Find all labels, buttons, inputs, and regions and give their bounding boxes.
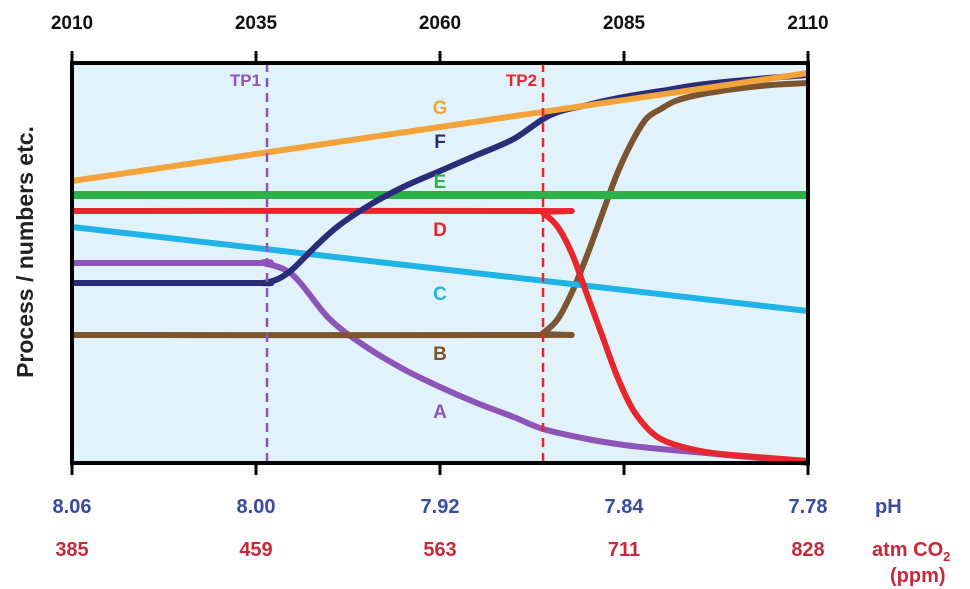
ph-tick-label: 7.78 [789,496,828,518]
co2-axis-label: atm CO2 [872,539,950,564]
year-tick-label: 2035 [235,13,278,34]
co2-tick-label: 563 [423,539,456,561]
ph-tick-label: 8.06 [53,496,92,518]
ph-axis-label: pH [875,496,902,518]
threshold-label-tp1: TP1 [230,71,261,90]
ph-tick-label: 8.00 [237,496,276,518]
series-line-c [71,224,809,314]
ph-tick-label: 7.92 [421,496,460,518]
threshold-layer: TP1 TP2 [230,63,545,463]
ph-tick-label: 7.84 [605,496,645,518]
threshold-label-tp2: TP2 [506,71,537,90]
co2-tick-label: 711 [608,539,640,561]
year-tick-label: 2010 [51,13,93,34]
series-label-layer: GFE D C B A [433,98,448,423]
y-axis-label: Process / numbers etc. [12,126,38,378]
co2-axis-unit: (ppm) [890,565,946,587]
year-tick-label: 2085 [603,13,646,34]
series-label-b: B [433,344,447,365]
series-line-d [71,207,809,464]
year-tick-label: 2110 [787,13,828,34]
co2-tick-label: 385 [55,539,88,561]
year-tick-label: 2060 [419,13,461,34]
series-label-e: E [434,172,447,193]
co2-tick-label: 459 [239,539,272,561]
co2-axis-label-main: atm CO [872,539,943,561]
co2-tick-label: 828 [791,539,824,561]
series-line-g [71,70,809,184]
series-label-a: A [433,402,447,423]
series-label-g: G [433,98,448,119]
tick-layer: 2010 2035 2060 2085 2110 8.06 8.00 7.92 7.84 7.78… [51,13,829,561]
series-label-c: C [433,284,447,305]
co2-axis-label-subscript: 2 [943,549,950,564]
series-label-d: D [433,220,447,241]
series-label-f: F [434,132,446,153]
series-line-f [71,72,809,287]
